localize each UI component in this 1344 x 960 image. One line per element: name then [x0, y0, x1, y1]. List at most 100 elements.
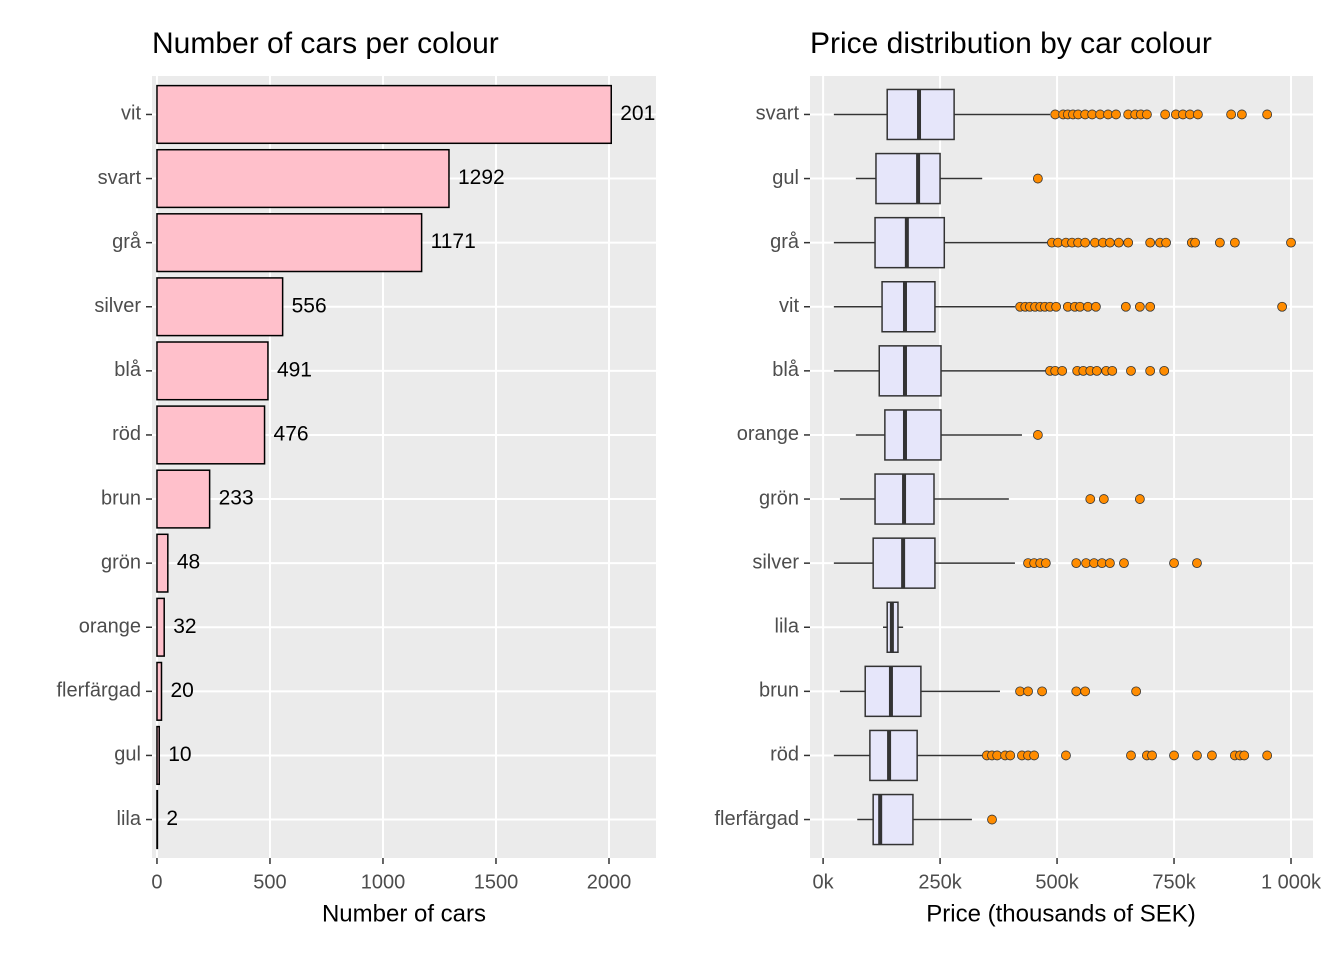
box — [864, 665, 922, 718]
y-tick-label: svart — [756, 103, 800, 125]
data-label: 556 — [292, 294, 327, 317]
y-tick-label: grå — [112, 231, 142, 253]
data-label: 20 — [170, 679, 193, 702]
box — [875, 152, 941, 205]
outlier — [1037, 686, 1047, 697]
outlier — [1029, 750, 1040, 761]
y-tick-label: flerfärgad — [57, 680, 142, 702]
y-tick-label: lila — [775, 616, 800, 638]
x-tick-label: 750k — [1152, 871, 1196, 893]
x-tick-label: 1500 — [474, 871, 519, 893]
outlier — [1262, 750, 1273, 761]
outlier — [1286, 237, 1296, 248]
outlier — [1120, 301, 1131, 312]
outlier — [1061, 750, 1071, 761]
box — [874, 216, 946, 269]
outlier — [1040, 558, 1051, 569]
outlier — [1161, 237, 1171, 248]
outlier — [1226, 109, 1237, 120]
box — [884, 409, 942, 461]
outlier — [1214, 237, 1225, 248]
x-axis-title: Price (thousands of SEK) — [926, 900, 1195, 927]
box — [881, 281, 936, 333]
outlier — [1071, 686, 1082, 697]
outlier — [1169, 558, 1179, 569]
chart-title: Price distribution by car colour — [810, 27, 1212, 60]
y-tick-label: röd — [770, 744, 799, 766]
x-tick-label: 0 — [151, 871, 162, 893]
y-tick-label: blå — [114, 359, 142, 381]
outlier — [1134, 494, 1145, 504]
outlier — [1111, 109, 1121, 120]
outlier — [1105, 237, 1115, 248]
x-tick-label: 500k — [1035, 871, 1079, 893]
outlier — [1190, 237, 1200, 248]
outlier — [1090, 301, 1101, 312]
data-label: 1292 — [458, 166, 505, 189]
box — [869, 729, 918, 782]
outlier — [1192, 109, 1203, 120]
outlier — [1005, 750, 1016, 761]
outlier — [1080, 686, 1091, 697]
box — [878, 345, 942, 397]
data-label: 48 — [177, 551, 200, 574]
chart-title: Number of cars per colour — [152, 27, 499, 60]
outlier — [1113, 237, 1124, 248]
bars: 201 1292 1171 556 491 476 233 48 32 20 10 2 — [156, 84, 655, 850]
outlier — [1126, 750, 1136, 761]
outlier — [1085, 494, 1096, 504]
y-tick-label: flerfärgad — [715, 808, 800, 830]
outlier — [1032, 173, 1043, 184]
y-tick-label: gul — [772, 167, 799, 189]
outlier — [1091, 365, 1102, 376]
y-tick-label: grön — [759, 487, 799, 509]
outlier — [1107, 365, 1118, 376]
y-tick-label: svart — [98, 167, 142, 189]
outlier — [1119, 558, 1129, 569]
outlier — [1159, 365, 1170, 376]
data-label: 32 — [173, 615, 196, 638]
x-axis-title: Number of cars — [322, 900, 486, 927]
x-tick-label: 1000 — [361, 871, 406, 893]
y-tick-label: lila — [117, 808, 142, 830]
outlier — [1126, 365, 1136, 376]
outlier — [1192, 558, 1202, 569]
data-label: 10 — [168, 743, 191, 766]
data-label: 491 — [277, 358, 312, 381]
bar — [156, 661, 163, 721]
outlier — [1057, 365, 1068, 376]
outlier — [1105, 558, 1115, 569]
y-tick-label: silver — [752, 551, 799, 573]
x-tick-label: 0k — [813, 871, 835, 893]
y-tick-label: grå — [770, 231, 800, 253]
outlier — [1080, 237, 1091, 248]
y-tick-label: gul — [114, 744, 141, 766]
bar — [156, 277, 284, 337]
outlier — [1131, 686, 1142, 697]
outlier — [1145, 301, 1156, 312]
y-tick-label: orange — [79, 616, 141, 638]
x-tick-label: 1 000k — [1261, 871, 1322, 893]
bar — [156, 725, 160, 786]
bar — [156, 533, 169, 593]
x-tick-label: 500 — [253, 871, 286, 893]
data-label: 1171 — [431, 230, 476, 253]
y-tick-label: brun — [101, 487, 141, 509]
x-tick-label: 2000 — [587, 871, 632, 893]
outlier — [1160, 109, 1171, 120]
outlier — [1098, 494, 1109, 504]
outlier — [1071, 558, 1082, 569]
bar — [156, 341, 269, 401]
bar — [156, 469, 211, 529]
bar — [156, 405, 266, 465]
outlier — [1123, 237, 1134, 248]
outlier — [987, 814, 997, 825]
outlier — [1169, 750, 1179, 761]
outlier — [1134, 301, 1145, 312]
bar — [156, 84, 613, 145]
y-tick-label: blå — [772, 359, 800, 381]
outlier — [1262, 109, 1273, 120]
y-tick-label: orange — [737, 423, 799, 445]
bar — [156, 148, 450, 209]
y-tick-label: vit — [121, 103, 141, 125]
